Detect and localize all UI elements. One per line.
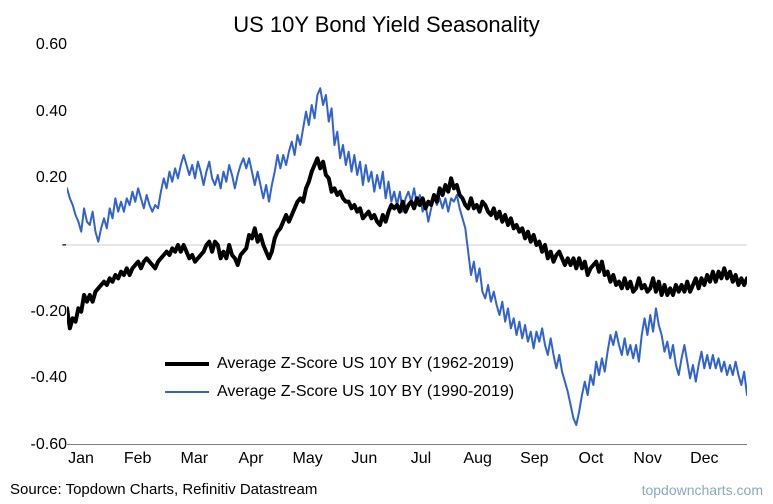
x-tick-label: Aug (463, 450, 491, 468)
y-tick-label: 0.20 (7, 169, 67, 187)
x-tick-label: Jun (351, 450, 377, 468)
x-tick-label: Jan (68, 450, 94, 468)
source-text: Source: Topdown Charts, Refinitiv Datast… (10, 481, 317, 498)
legend-item: Average Z-Score US 10Y BY (1990-2019) (165, 383, 514, 401)
x-tick-label: Sep (520, 450, 548, 468)
legend-swatch (165, 362, 209, 366)
x-tick-label: Jul (411, 450, 431, 468)
legend-label: Average Z-Score US 10Y BY (1962-2019) (217, 355, 514, 373)
chart-container: US 10Y Bond Yield Seasonality 0.60 0.40 0.… (0, 0, 773, 504)
legend-item: Average Z-Score US 10Y BY (1962-2019) (165, 355, 514, 373)
y-tick-label: 0.40 (7, 103, 67, 121)
x-tick-label: May (293, 450, 323, 468)
x-tick-label: Apr (239, 450, 264, 468)
x-tick-label: Oct (579, 450, 604, 468)
series-line (67, 158, 747, 328)
x-tick-label: Mar (181, 450, 209, 468)
x-tick-label: Dec (690, 450, 718, 468)
watermark-text: topdowncharts.com (642, 482, 763, 498)
legend: Average Z-Score US 10Y BY (1962-2019) Ave… (165, 355, 514, 411)
y-tick-label: -0.60 (7, 436, 67, 454)
y-tick-label: -0.40 (7, 369, 67, 387)
x-tick-label: Nov (633, 450, 661, 468)
chart-title: US 10Y Bond Yield Seasonality (0, 12, 773, 38)
legend-label: Average Z-Score US 10Y BY (1990-2019) (217, 383, 514, 401)
legend-swatch (165, 391, 209, 393)
y-tick-label: 0.60 (7, 36, 67, 54)
y-tick-label: -0.20 (7, 303, 67, 321)
y-tick-label: - (7, 236, 67, 254)
x-tick-label: Feb (124, 450, 152, 468)
